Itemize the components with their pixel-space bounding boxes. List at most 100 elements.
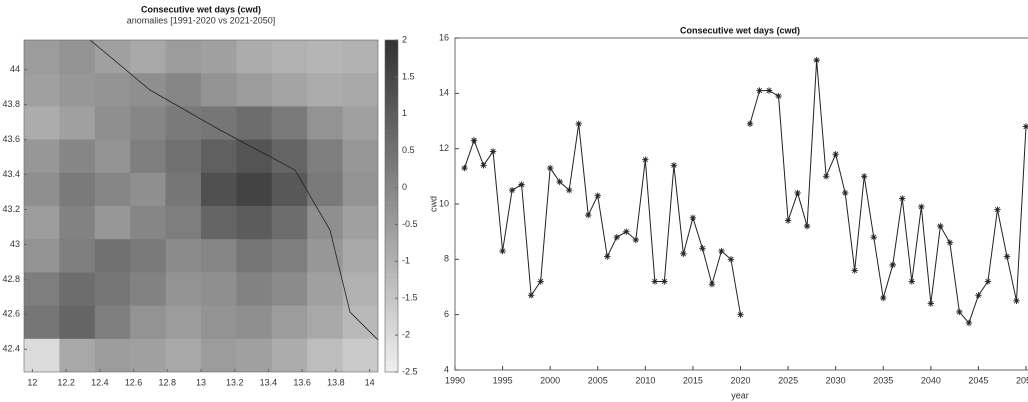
- heat-cell: [271, 106, 308, 141]
- star-marker: [851, 267, 858, 274]
- x-tick-label: 2045: [968, 375, 988, 385]
- heat-cell: [165, 139, 202, 174]
- star-marker: [651, 278, 659, 285]
- x-tick-label: 1990: [445, 375, 465, 385]
- colorbar-segment: [385, 344, 398, 351]
- star-marker: [623, 228, 630, 235]
- colorbar-segment: [385, 244, 398, 251]
- colorbar-segment: [385, 255, 398, 262]
- star-marker: [708, 281, 716, 288]
- heat-cell: [307, 106, 344, 141]
- colorbar-segment: [385, 250, 398, 257]
- star-marker: [613, 234, 620, 241]
- heat-cell: [94, 338, 131, 372]
- heat-cell: [236, 40, 273, 74]
- heat-cell: [94, 206, 131, 240]
- colorbar-frame: [384, 39, 399, 373]
- colorbar-segment: [385, 217, 398, 224]
- y-tick-label: 8: [444, 254, 449, 264]
- heat-cell: [94, 139, 131, 174]
- star-marker: [689, 214, 697, 222]
- star-marker: [461, 164, 468, 172]
- x-tick-label: 2040: [921, 375, 941, 385]
- colorbar-segment: [385, 62, 398, 69]
- colorbar-segment: [385, 239, 398, 246]
- y-tick-label: 43.4: [2, 169, 20, 179]
- colorbar-segment: [385, 89, 398, 96]
- star-marker: [661, 278, 668, 285]
- colorbar-segment: [385, 111, 398, 118]
- heat-cell: [271, 272, 308, 307]
- heat-cell: [342, 239, 378, 273]
- heat-cell: [271, 172, 308, 207]
- map-cells: [24, 40, 378, 372]
- star-marker: [575, 120, 582, 127]
- heat-cell: [59, 172, 96, 207]
- star-marker: [880, 294, 887, 302]
- y-tick-label: 43.2: [2, 204, 20, 214]
- colorbar-segment: [385, 360, 398, 367]
- x-tick-label: 1995: [493, 375, 513, 385]
- star-marker: [822, 173, 830, 180]
- heat-cell: [307, 40, 344, 74]
- colorbar-segment: [385, 106, 398, 113]
- heat-cell: [236, 239, 273, 273]
- star-marker: [699, 245, 706, 252]
- heat-cell: [201, 73, 237, 107]
- star-marker: [994, 206, 1001, 213]
- colorbar-segment: [385, 84, 398, 91]
- colorbar-tick-label: -2: [402, 329, 410, 339]
- heat-cell: [94, 239, 131, 273]
- heat-cell: [165, 272, 202, 307]
- colorbar-segment: [385, 305, 398, 312]
- colorbar-segment: [385, 289, 398, 296]
- star-marker: [889, 261, 896, 269]
- star-marker: [756, 87, 763, 94]
- colorbar-segment: [385, 156, 398, 163]
- heat-cell: [24, 172, 60, 207]
- colorbar-segment: [385, 117, 398, 124]
- star-marker: [670, 162, 678, 169]
- x-tick-label: 2010: [635, 375, 655, 385]
- colorbar-segment: [385, 294, 398, 301]
- heat-cell: [165, 106, 202, 141]
- colorbar-segment: [385, 194, 398, 201]
- y-tick-label: 10: [439, 198, 449, 208]
- heat-cell: [165, 172, 202, 207]
- heat-cell: [130, 139, 167, 174]
- colorbar-segment: [385, 183, 398, 190]
- heat-cell: [342, 272, 378, 307]
- star-marker: [556, 178, 563, 186]
- heat-cell: [24, 106, 60, 141]
- colorbar-segment: [385, 233, 398, 240]
- heat-cell: [342, 106, 378, 141]
- heat-cell: [130, 338, 167, 372]
- star-marker: [508, 186, 516, 194]
- heat-cell: [201, 206, 237, 240]
- heat-cell: [236, 172, 273, 207]
- y-tick-label: 12: [439, 143, 449, 153]
- colorbar-segment: [385, 128, 398, 135]
- heat-cell: [307, 139, 344, 174]
- heat-cell: [24, 139, 60, 174]
- colorbar-segment: [385, 95, 398, 102]
- coastline: [89, 40, 378, 341]
- heat-cell: [130, 272, 167, 307]
- heat-cell: [236, 305, 273, 340]
- heat-cell: [201, 305, 237, 340]
- star-marker: [632, 236, 640, 244]
- heat-cell: [59, 73, 96, 107]
- x-tick-label: 13.4: [260, 377, 278, 387]
- colorbar-segment: [385, 51, 398, 58]
- heat-cell: [307, 239, 344, 273]
- y-tick-label: 4: [444, 364, 449, 374]
- star-marker: [737, 311, 744, 318]
- star-marker: [585, 211, 592, 219]
- x-tick-label: 2005: [588, 375, 608, 385]
- colorbar-segment: [385, 316, 398, 323]
- star-marker: [794, 189, 801, 197]
- heat-cell: [59, 106, 96, 141]
- heat-cell: [24, 239, 60, 273]
- x-tick-label: 13.8: [327, 377, 345, 387]
